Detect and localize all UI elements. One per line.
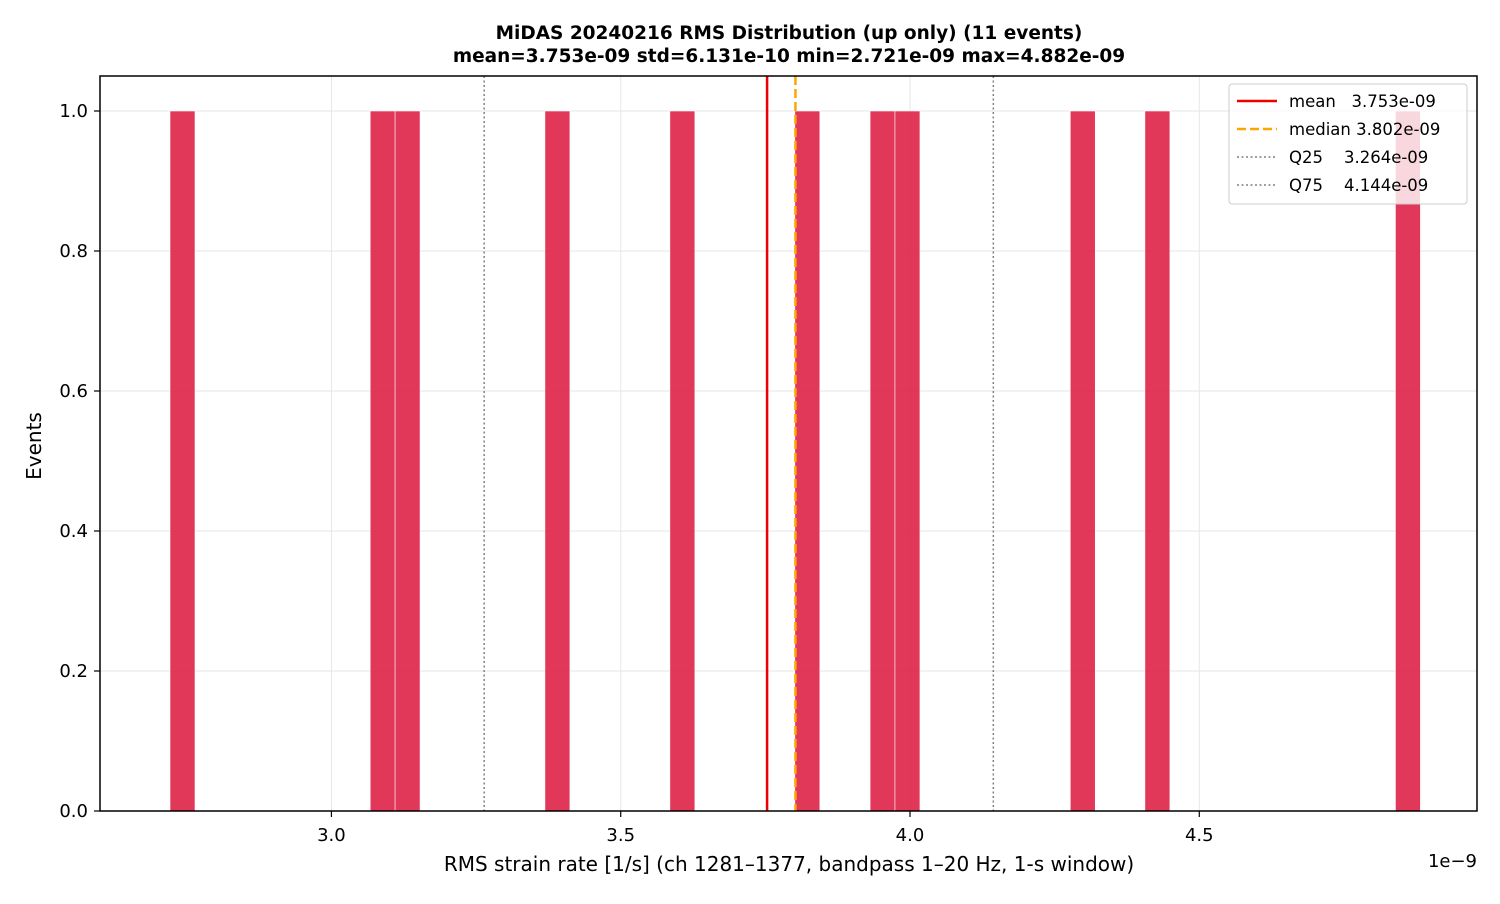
- histogram-bar: [169, 110, 196, 812]
- histogram-bar: [669, 110, 696, 812]
- plot-frame: [99, 75, 1478, 812]
- histogram-bar: [369, 110, 396, 812]
- y-tick-label: 0.6: [59, 381, 88, 402]
- legend-label-median: median 3.802e-09: [1289, 120, 1440, 139]
- y-tick-label: 0.0: [59, 801, 88, 822]
- histogram-bar: [544, 110, 571, 812]
- legend-box: [1228, 83, 1468, 205]
- x-axis-ticks: 3.0 3.5 4.0 4.5: [317, 811, 1214, 846]
- x-tick-label: 3.0: [317, 825, 346, 846]
- chart-title-line-1: MiDAS 20240216 RMS Distribution (up only…: [496, 23, 1083, 44]
- x-axis-offset-label: 1e−9: [1428, 851, 1477, 872]
- y-axis-ticks: 0.0 0.2 0.4 0.6 0.8 1.0: [59, 101, 100, 822]
- y-tick-label: 1.0: [59, 101, 88, 122]
- histogram-bar: [894, 110, 921, 812]
- x-axis-label: RMS strain rate [1/s] (ch 1281–1377, ban…: [444, 852, 1134, 876]
- histogram-bar: [794, 110, 821, 812]
- x-tick-label: 4.5: [1185, 825, 1214, 846]
- chart-title-line-2: mean=3.753e-09 std=6.131e-10 min=2.721e-…: [453, 46, 1125, 67]
- legend-label-q75: Q75 4.144e-09: [1289, 176, 1428, 195]
- y-tick-label: 0.2: [59, 661, 88, 682]
- y-axis-label: Events: [22, 412, 46, 480]
- legend-label-mean: mean 3.753e-09: [1289, 92, 1436, 111]
- x-tick-label: 4.0: [896, 825, 925, 846]
- reference-lines-layer: [483, 76, 995, 811]
- x-tick-label: 3.5: [606, 825, 635, 846]
- y-tick-label: 0.8: [59, 241, 88, 262]
- y-tick-label: 0.4: [59, 521, 88, 542]
- histogram-bar: [1395, 110, 1421, 812]
- legend-label-q25: Q25 3.264e-09: [1289, 148, 1428, 167]
- histogram-bar: [869, 110, 896, 812]
- legend: mean 3.753e-09 median 3.802e-09 Q25 3.26…: [1228, 83, 1468, 205]
- histogram-bar: [1069, 110, 1096, 812]
- histogram-bar: [394, 110, 421, 812]
- histogram-bar: [1144, 110, 1171, 812]
